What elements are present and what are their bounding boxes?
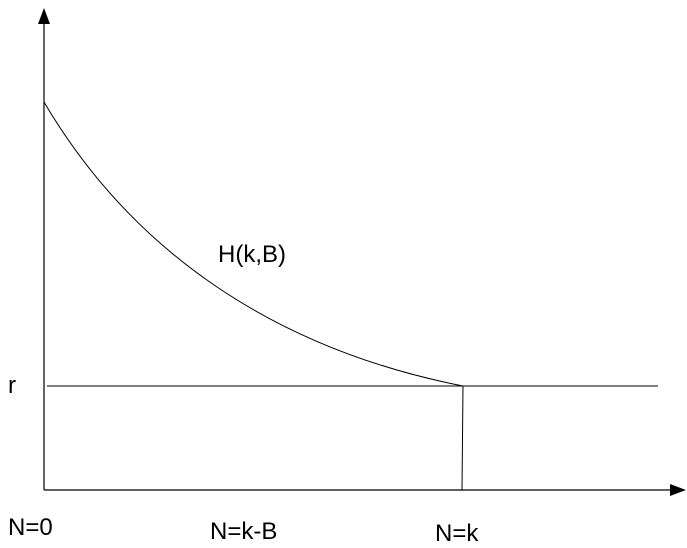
n-zero-label: N=0 (8, 514, 53, 541)
n-k-label: N=k (435, 520, 479, 547)
n-k-minus-b-label: N=k-B (210, 518, 278, 545)
curve-label: H(k,B) (218, 241, 286, 268)
n-k-vertical-line (461, 385, 464, 491)
h-curve (43, 101, 464, 387)
x-axis-arrowhead (670, 484, 686, 496)
r-level-label: r (8, 372, 16, 399)
y-axis-arrowhead (38, 8, 50, 24)
